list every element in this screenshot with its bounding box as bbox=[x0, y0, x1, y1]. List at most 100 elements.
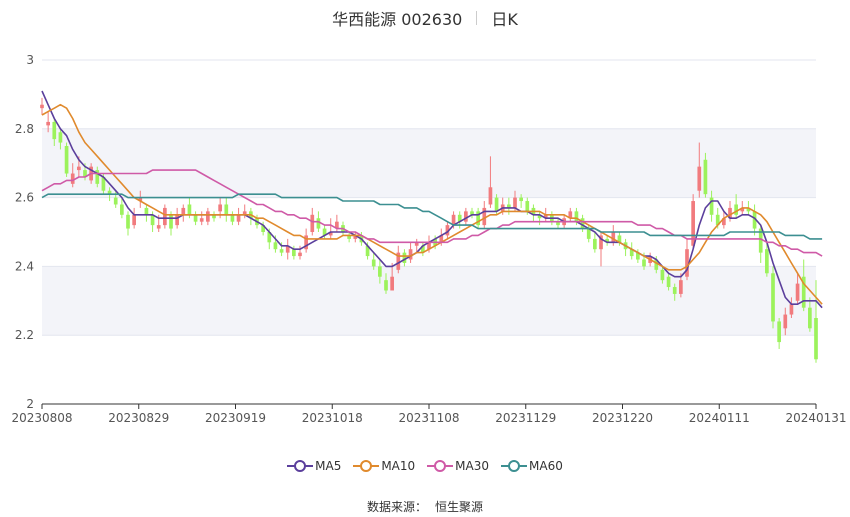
candle-body bbox=[353, 235, 358, 239]
candle-body bbox=[365, 245, 370, 257]
candle-body bbox=[574, 211, 579, 222]
candle-body bbox=[273, 242, 278, 250]
x-tick-label: 20240111 bbox=[689, 411, 750, 425]
candle-body bbox=[150, 214, 155, 226]
candle-body bbox=[199, 218, 204, 222]
candle-body bbox=[488, 187, 493, 205]
candle-body bbox=[771, 273, 775, 322]
candle-body bbox=[470, 211, 474, 215]
candle-body bbox=[740, 207, 745, 212]
candle-body bbox=[629, 249, 634, 257]
candle-body bbox=[285, 245, 290, 253]
candle-body bbox=[40, 104, 44, 109]
candle-body bbox=[599, 235, 603, 250]
candle-body bbox=[666, 276, 671, 288]
candle-body bbox=[593, 238, 597, 250]
candle-body bbox=[46, 121, 50, 126]
candle-body bbox=[636, 252, 640, 260]
candle-body bbox=[279, 249, 284, 253]
candle-body bbox=[808, 307, 812, 329]
legend-item-ma10[interactable]: MA10 bbox=[353, 458, 415, 473]
x-tick-label: 20230808 bbox=[11, 411, 72, 425]
candle-body bbox=[218, 204, 222, 212]
candle-body bbox=[814, 318, 818, 360]
chart-title-bar: 华西能源 002630 日K bbox=[0, 6, 850, 30]
x-tick-label: 20230829 bbox=[108, 411, 169, 425]
candle-body bbox=[224, 204, 229, 215]
candle-body bbox=[169, 214, 173, 229]
legend-label: MA60 bbox=[529, 458, 563, 473]
candle-body bbox=[101, 176, 106, 191]
chart-period: 日K bbox=[491, 10, 518, 29]
legend-label: MA30 bbox=[455, 458, 490, 473]
candle-body bbox=[765, 249, 769, 274]
candle-body bbox=[691, 201, 695, 246]
candle-body bbox=[476, 211, 480, 226]
candle-body bbox=[777, 321, 781, 343]
candle-body bbox=[328, 232, 333, 236]
candle-body bbox=[703, 159, 708, 195]
legend-marker-icon bbox=[427, 459, 454, 472]
candle-body bbox=[175, 214, 179, 226]
candle-body bbox=[746, 207, 751, 212]
candle-body bbox=[144, 207, 149, 215]
candle-body bbox=[752, 211, 757, 229]
candle-body bbox=[292, 249, 296, 257]
candle-body bbox=[187, 204, 192, 215]
candle-body bbox=[605, 238, 609, 243]
candle-body bbox=[310, 214, 315, 232]
data-source-label: 数据来源： bbox=[366, 500, 427, 514]
legend-item-ma5[interactable]: MA5 bbox=[287, 458, 341, 473]
candle-body bbox=[507, 204, 511, 208]
candle-body bbox=[697, 166, 702, 191]
candle-body bbox=[371, 259, 376, 267]
candle-body bbox=[482, 207, 487, 226]
candle-body bbox=[163, 207, 167, 226]
candle-body bbox=[396, 252, 401, 270]
candle-body bbox=[193, 214, 198, 222]
y-tick-label: 2 bbox=[26, 397, 34, 411]
candle-body bbox=[421, 245, 425, 253]
candle-body bbox=[126, 214, 130, 229]
legend-item-ma60[interactable]: MA60 bbox=[501, 458, 563, 473]
legend-item-ma30[interactable]: MA30 bbox=[427, 458, 489, 473]
candle-body bbox=[789, 304, 794, 315]
y-tick-label: 2.8 bbox=[15, 122, 34, 136]
x-tick-label: 20240131 bbox=[785, 411, 846, 425]
y-tick-label: 2.2 bbox=[15, 328, 34, 342]
candle-body bbox=[390, 276, 394, 291]
candle-body bbox=[537, 214, 542, 219]
candle-body bbox=[107, 190, 112, 195]
candle-body bbox=[642, 259, 646, 267]
candle-body bbox=[384, 280, 388, 291]
candle-body bbox=[734, 204, 738, 215]
candle-body bbox=[660, 269, 665, 281]
candle-body bbox=[580, 218, 585, 229]
candle-body bbox=[206, 211, 210, 222]
ma10-line bbox=[41, 103, 823, 305]
candle-body bbox=[451, 214, 456, 226]
candle-body bbox=[783, 314, 788, 329]
candle-body bbox=[95, 170, 100, 184]
y-tick-label: 2.4 bbox=[15, 259, 34, 273]
candle-body bbox=[568, 211, 573, 219]
candle-body bbox=[795, 283, 800, 301]
x-tick-label: 20231108 bbox=[398, 411, 459, 425]
candle-body bbox=[322, 228, 327, 236]
candle-body bbox=[58, 132, 63, 143]
candle-body bbox=[728, 207, 732, 219]
candle-body bbox=[445, 225, 450, 236]
x-tick-label: 20230919 bbox=[205, 411, 266, 425]
grid-band bbox=[42, 128, 816, 198]
y-tick-label: 2.6 bbox=[15, 191, 34, 205]
candle-body bbox=[267, 232, 272, 243]
x-tick-label: 20231018 bbox=[302, 411, 363, 425]
candle-body bbox=[402, 252, 407, 263]
grid-band bbox=[42, 266, 816, 336]
candle-body bbox=[52, 121, 57, 140]
data-source: 数据来源： 恒生聚源 bbox=[0, 498, 850, 515]
ma60-line bbox=[41, 193, 823, 240]
candlestick-chart: 2 2.2 2.4 2.6 2.8 3 20230808 20230829 20230919 20… bbox=[11, 53, 846, 425]
x-tick-label: 20231220 bbox=[592, 411, 653, 425]
candle-body bbox=[556, 221, 560, 226]
